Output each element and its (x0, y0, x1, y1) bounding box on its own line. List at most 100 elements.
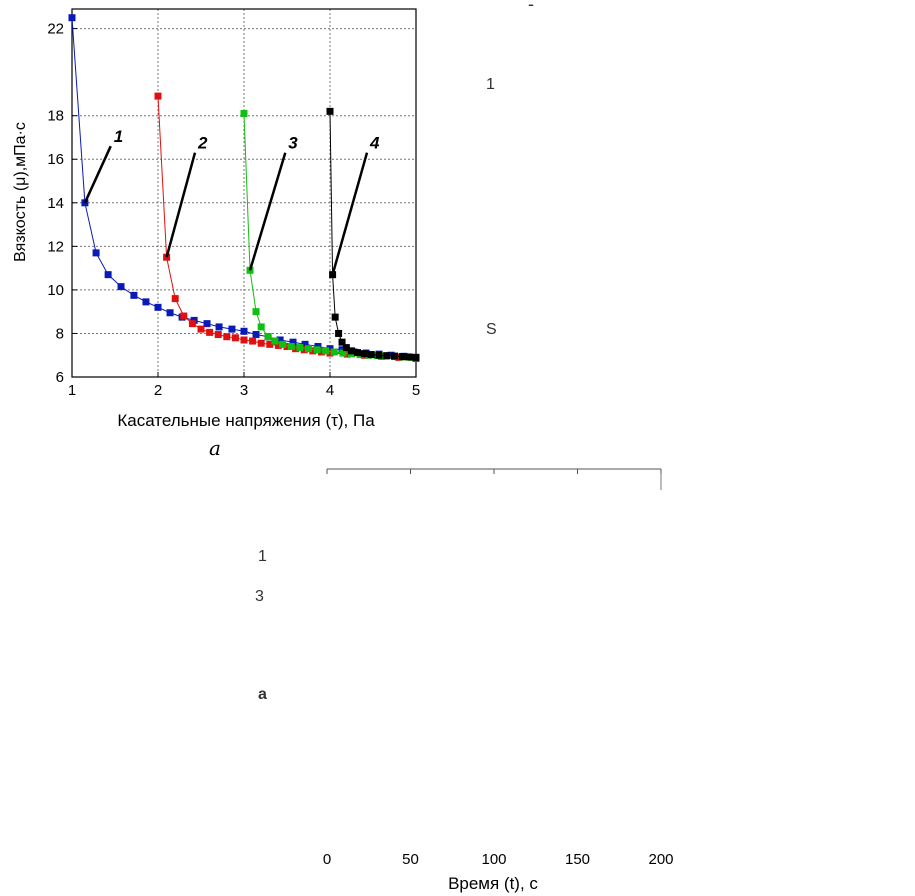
series-2-point (309, 347, 317, 355)
chart1-ytick-label: 12 (47, 238, 64, 255)
series-2-point (326, 349, 334, 357)
edge-fragment: 1 (258, 548, 267, 565)
series-4-point (391, 352, 398, 360)
series-4-point (412, 353, 420, 361)
series-3-point (279, 340, 287, 348)
edge-fragment: S (486, 321, 497, 338)
series-4-point (405, 353, 413, 361)
chart1-xtick-label: 1 (68, 382, 76, 399)
chart1-ytick-label: 8 (56, 325, 64, 342)
chart2-xtick-label: 50 (402, 851, 419, 868)
edge-fragment: - (528, 0, 534, 14)
series-4-point (348, 347, 355, 355)
series-2-point (214, 331, 222, 339)
series-4-point (354, 349, 362, 357)
series-2-point (317, 348, 325, 356)
annotation-leader (165, 152, 197, 258)
series-1-point (276, 336, 284, 344)
series-3-point (287, 343, 295, 351)
series-2-point (240, 336, 248, 344)
chart1-ytick-label: 14 (47, 195, 64, 212)
edge-fragment: 3 (255, 588, 264, 605)
series-2-point (171, 295, 179, 303)
chart1-annotations: 1 2 3 4 (83, 127, 380, 275)
chart2-xtick-label: 200 (648, 851, 673, 868)
panel-label: a (209, 436, 221, 460)
chart1-ylabel: Вязкость (μ),мПа·с (12, 122, 29, 262)
series-1-point (142, 298, 150, 306)
series-3-point (322, 347, 330, 355)
series-2-point (197, 325, 205, 333)
edge-fragment: 1 (486, 76, 495, 93)
series-2-point (283, 343, 291, 351)
series-1-point (240, 327, 248, 335)
series-1-point (289, 338, 297, 346)
series-2-point (343, 350, 351, 358)
chart1-series (68, 14, 420, 362)
annotation-leader (248, 152, 287, 271)
annotation-leader (331, 152, 369, 275)
chart1-ytick-label: 16 (47, 151, 64, 168)
series-1-point (228, 325, 236, 333)
series-1-point (301, 340, 309, 348)
series-4-point (335, 329, 343, 337)
series-4-point (331, 313, 339, 321)
series-1-point (326, 345, 334, 353)
chart2-ticks: 0 50 100 150 200 (323, 469, 674, 868)
series-2-point (266, 340, 274, 348)
series-4-point (383, 352, 391, 360)
series-1-point (203, 320, 211, 328)
annotation-leader (83, 145, 112, 204)
series-1-point (166, 309, 174, 317)
series-2-point (223, 333, 231, 341)
series-2-point (292, 345, 300, 353)
series-3-point (330, 348, 338, 356)
series-3-point (257, 323, 265, 331)
series-1-point (92, 249, 100, 257)
series-4-point (342, 344, 350, 352)
series-3-point (339, 349, 347, 357)
series-4-point (326, 107, 334, 115)
series-4-point (375, 351, 383, 359)
chart1-xlabel: Касательные напряжения (τ), Па (117, 411, 375, 430)
chart1-ytick-label: 18 (47, 108, 64, 125)
series-4-point (398, 353, 406, 361)
chart1-xtick-label: 5 (412, 382, 420, 399)
series-4-point (367, 351, 375, 359)
series-1-point (252, 331, 260, 339)
series-2-point (249, 337, 257, 345)
series-4-point (338, 338, 346, 346)
series-1-point (117, 283, 125, 291)
series-3-point (271, 337, 279, 345)
series-2-point (206, 328, 214, 336)
series-2-point (231, 334, 239, 342)
curve-number-label: 1 (114, 127, 123, 146)
series-1-point (104, 271, 112, 279)
series-2-point (188, 320, 196, 328)
curve-number-label: 4 (369, 134, 380, 153)
series-2-point (180, 312, 188, 320)
chart1-xtick-label: 3 (240, 382, 248, 399)
chart1-ytick-label: 10 (47, 282, 64, 299)
curve-number-label: 2 (197, 134, 208, 153)
series-1-point (154, 303, 162, 311)
chart1-xtick-label: 4 (326, 382, 334, 399)
series-2-point (300, 346, 308, 354)
series-1-point (130, 291, 138, 299)
series-1-point (215, 323, 223, 331)
series-4-point (360, 350, 368, 358)
series-3-point (305, 345, 312, 353)
edge-fragment: a (258, 686, 267, 703)
series-1-point (68, 14, 76, 22)
series-3-point (252, 308, 260, 316)
series-3-point (313, 346, 321, 354)
chart2-xtick-label: 100 (481, 851, 506, 868)
series-3-point (264, 333, 272, 341)
chart1-xtick-label: 2 (154, 382, 162, 399)
curve-number-label: 3 (288, 134, 298, 153)
series-2-point (257, 339, 265, 347)
series-3-point (296, 344, 304, 352)
